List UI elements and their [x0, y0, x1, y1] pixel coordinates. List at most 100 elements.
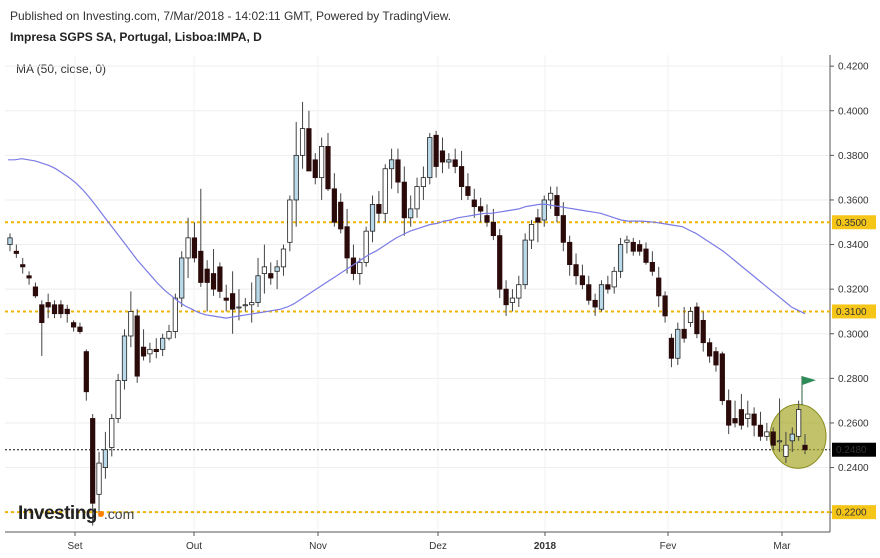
candle-body[interactable]: [776, 440, 783, 443]
candle-body[interactable]: [325, 146, 331, 190]
candle-body[interactable]: [471, 199, 477, 208]
candle-body[interactable]: [586, 284, 592, 301]
candle-body[interactable]: [548, 192, 554, 201]
candle-body[interactable]: [115, 380, 121, 419]
candle-body[interactable]: [255, 275, 261, 303]
candle-body[interactable]: [153, 348, 159, 352]
candle-body[interactable]: [121, 335, 128, 381]
candle-body[interactable]: [427, 137, 433, 179]
candle-body[interactable]: [160, 337, 166, 350]
candle-body[interactable]: [668, 337, 675, 359]
candle-body[interactable]: [236, 306, 242, 309]
candle-body[interactable]: [261, 266, 268, 274]
candle-body[interactable]: [751, 413, 757, 426]
candle-body[interactable]: [802, 444, 808, 451]
candle-body[interactable]: [611, 270, 617, 288]
candle-body[interactable]: [338, 201, 344, 230]
candle-body[interactable]: [605, 284, 611, 290]
candle-body[interactable]: [83, 351, 89, 393]
candle-body[interactable]: [662, 295, 668, 317]
candle-body[interactable]: [280, 248, 287, 268]
candle-body[interactable]: [643, 248, 649, 263]
candle-body[interactable]: [789, 433, 795, 442]
candle-body[interactable]: [71, 322, 77, 328]
candle-body[interactable]: [764, 431, 770, 437]
candle-body[interactable]: [503, 288, 509, 306]
flag-icon[interactable]: [802, 376, 816, 386]
candle-body[interactable]: [478, 206, 484, 212]
candle-body[interactable]: [452, 159, 458, 167]
candle-body[interactable]: [287, 199, 293, 243]
candle-body[interactable]: [713, 351, 719, 366]
candle-body[interactable]: [726, 400, 732, 426]
candle-body[interactable]: [560, 215, 566, 243]
candle-body[interactable]: [147, 348, 153, 355]
candle-body[interactable]: [382, 168, 388, 214]
candle-body[interactable]: [102, 449, 108, 468]
candle-body[interactable]: [45, 302, 51, 308]
candle-body[interactable]: [675, 328, 681, 359]
candle-body[interactable]: [516, 284, 522, 299]
candle-body[interactable]: [331, 188, 337, 223]
candle-body[interactable]: [408, 208, 414, 219]
candle-body[interactable]: [490, 221, 496, 237]
candle-body[interactable]: [509, 297, 516, 303]
candle-body[interactable]: [128, 311, 134, 337]
candle-body[interactable]: [637, 244, 643, 252]
candle-body[interactable]: [388, 159, 395, 170]
candle-body[interactable]: [274, 266, 280, 272]
candle-body[interactable]: [745, 413, 751, 419]
candle-body[interactable]: [719, 353, 725, 402]
candle-body[interactable]: [649, 261, 655, 272]
candle-body[interactable]: [26, 275, 32, 279]
candle-body[interactable]: [20, 264, 26, 268]
candle-body[interactable]: [598, 284, 605, 310]
candle-body[interactable]: [369, 204, 376, 232]
candle-body[interactable]: [64, 308, 70, 315]
candle-body[interactable]: [306, 128, 312, 172]
candle-body[interactable]: [198, 250, 204, 283]
candle-body[interactable]: [140, 346, 147, 357]
candle-body[interactable]: [344, 226, 350, 259]
candle-body[interactable]: [249, 302, 255, 306]
candle-body[interactable]: [757, 424, 764, 437]
candle-body[interactable]: [783, 444, 789, 457]
candle-body[interactable]: [446, 159, 452, 163]
candle-body[interactable]: [687, 311, 694, 324]
candle-body[interactable]: [223, 297, 229, 301]
candle-body[interactable]: [439, 150, 446, 163]
candle-body[interactable]: [229, 293, 236, 310]
candle-body[interactable]: [242, 304, 248, 307]
candle-body[interactable]: [185, 237, 191, 259]
candle-body[interactable]: [191, 237, 198, 259]
candle-body[interactable]: [166, 331, 172, 339]
candle-body[interactable]: [319, 146, 325, 179]
candle-body[interactable]: [617, 244, 624, 272]
candle-body[interactable]: [7, 237, 13, 245]
candle-body[interactable]: [395, 159, 401, 183]
candle-body[interactable]: [630, 241, 636, 252]
candle-body[interactable]: [484, 215, 490, 223]
candle-body[interactable]: [299, 128, 306, 156]
candle-body[interactable]: [732, 418, 738, 424]
candle-body[interactable]: [458, 166, 465, 187]
candle-body[interactable]: [39, 304, 45, 324]
candle-body[interactable]: [579, 275, 586, 286]
candle-body[interactable]: [420, 177, 427, 187]
candle-body[interactable]: [13, 250, 19, 254]
candle-body[interactable]: [694, 306, 700, 335]
candle-body[interactable]: [497, 235, 503, 290]
candle-body[interactable]: [700, 319, 706, 344]
candle-body[interactable]: [363, 230, 369, 263]
candle-body[interactable]: [51, 304, 58, 315]
candle-body[interactable]: [770, 431, 776, 446]
candle-body[interactable]: [414, 186, 420, 210]
candle-body[interactable]: [204, 268, 210, 283]
candle-body[interactable]: [528, 224, 535, 241]
candle-body[interactable]: [312, 159, 318, 179]
candle-body[interactable]: [567, 241, 573, 266]
candle-body[interactable]: [535, 217, 541, 223]
candle-body[interactable]: [32, 286, 39, 297]
candle-body[interactable]: [465, 186, 471, 196]
